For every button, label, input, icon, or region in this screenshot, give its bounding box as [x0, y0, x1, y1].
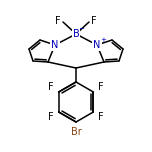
Text: F: F	[48, 112, 54, 121]
Text: +: +	[100, 37, 106, 43]
Text: F: F	[98, 112, 104, 121]
Text: N: N	[51, 40, 59, 50]
Text: B: B	[73, 29, 79, 39]
Text: F: F	[91, 16, 97, 26]
Text: Br: Br	[71, 127, 81, 137]
Text: N: N	[93, 40, 101, 50]
Text: F: F	[55, 16, 61, 26]
Text: F: F	[48, 83, 54, 93]
Text: −: −	[78, 26, 84, 32]
Text: F: F	[98, 83, 104, 93]
